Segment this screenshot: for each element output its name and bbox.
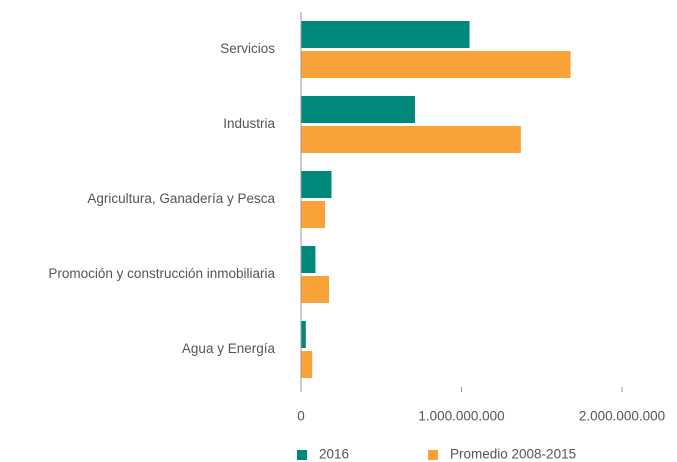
y-tick-label: Promoción y construcción inmobiliaria bbox=[48, 266, 275, 281]
legend-label: Promedio 2008-2015 bbox=[450, 447, 576, 462]
bar bbox=[301, 171, 332, 198]
bar bbox=[301, 321, 306, 348]
bar bbox=[301, 351, 313, 378]
bar bbox=[301, 21, 470, 48]
legend-label: 2016 bbox=[319, 447, 349, 462]
bar bbox=[301, 201, 326, 228]
bar bbox=[301, 246, 316, 273]
y-tick-label: Industria bbox=[223, 116, 275, 131]
bar bbox=[301, 51, 571, 78]
x-tick-label: 0 bbox=[297, 409, 305, 424]
x-tick-label: 2.000.000.000 bbox=[579, 409, 665, 424]
legend-swatch bbox=[297, 450, 307, 460]
legend-swatch bbox=[428, 450, 438, 460]
x-tick-label: 1.000.000.000 bbox=[418, 409, 504, 424]
y-tick-label: Agricultura, Ganadería y Pesca bbox=[87, 191, 275, 206]
y-tick-label: Servicios bbox=[220, 41, 275, 56]
y-tick-label: Agua y Energía bbox=[182, 341, 276, 356]
bar bbox=[301, 276, 330, 303]
bar bbox=[301, 126, 521, 153]
bar bbox=[301, 96, 415, 123]
